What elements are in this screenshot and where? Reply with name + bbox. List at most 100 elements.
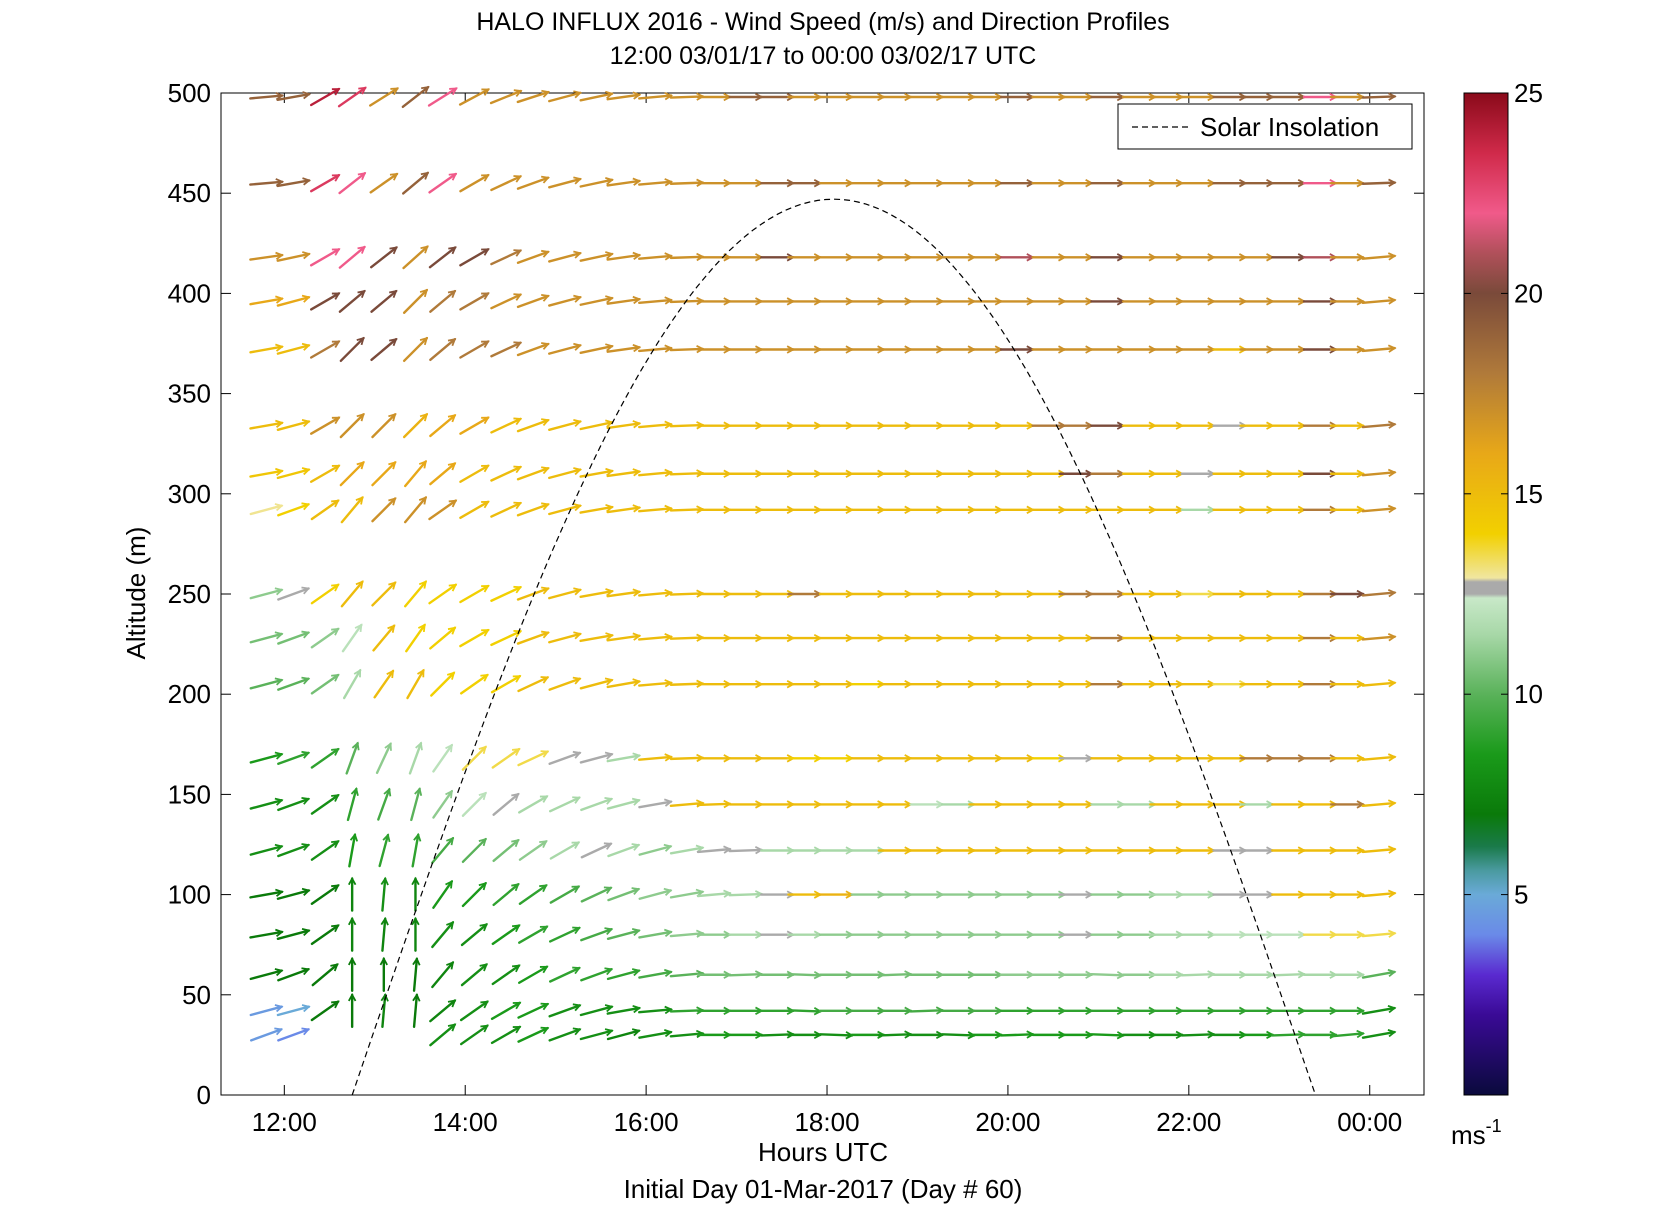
wind-arrow-shaft (669, 801, 704, 808)
wind-arrow-head (512, 1001, 522, 1010)
wind-arrow (370, 289, 398, 313)
wind-arrow-shaft (1361, 181, 1396, 185)
wind-arrow-head (511, 964, 521, 973)
wind-arrow-shaft (606, 297, 641, 305)
wind-arrow-shaft (548, 1028, 581, 1042)
wind-arrow (606, 343, 642, 353)
wind-arrow-shaft (516, 250, 550, 265)
wind-arrow-shaft (341, 623, 363, 653)
wind-arrow (460, 963, 488, 987)
wind-arrow (606, 752, 642, 763)
wind-arrow-shaft (277, 751, 310, 766)
wind-arrow (1329, 1006, 1365, 1015)
wind-arrow (638, 296, 673, 305)
wind-arrow-shaft (459, 340, 490, 359)
wind-arrow-head (447, 414, 457, 423)
wind-arrow-head (331, 416, 341, 425)
wind-arrow-head (539, 925, 549, 934)
wind-arrow-head (664, 679, 673, 688)
wind-arrow (548, 503, 582, 516)
wind-arrow-head (420, 245, 429, 254)
wind-arrow-shaft (405, 623, 426, 653)
wind-arrow-head (384, 742, 392, 751)
wind-arrow (338, 172, 367, 195)
wind-arrow-head (356, 336, 365, 346)
wind-arrow-shaft (249, 421, 284, 430)
wind-arrow-head (632, 752, 642, 761)
wind-arrow-shaft (1271, 1033, 1306, 1037)
wind-arrow (579, 751, 614, 764)
wind-arrow (348, 832, 359, 868)
wind-arrow-head (573, 342, 582, 351)
wind-arrow-shaft (461, 791, 487, 817)
wind-arrow-shaft (1361, 847, 1396, 854)
wind-arrow (369, 87, 399, 107)
wind-arrow-head (274, 587, 284, 596)
wind-arrow-shaft (1361, 932, 1396, 938)
wind-arrow (489, 89, 523, 105)
wind-arrow (432, 879, 453, 909)
wind-arrow-shaft (606, 1029, 641, 1041)
x-tick-label: 20:00 (975, 1107, 1040, 1137)
wind-arrow-head (541, 586, 550, 595)
wind-arrow (249, 677, 284, 690)
wind-arrow-shaft (877, 1033, 913, 1037)
wind-arrow-shaft (549, 966, 581, 983)
wind-arrow-head (274, 751, 284, 760)
wind-arrow-head (513, 293, 523, 301)
wind-arrow (411, 832, 422, 868)
wind-arrow-head (353, 668, 362, 678)
wind-arrow (342, 668, 362, 700)
wind-arrow (580, 967, 614, 982)
wind-arrow-shaft (606, 93, 641, 101)
wind-arrow-shaft (516, 342, 550, 357)
wind-arrow-shaft (490, 465, 522, 482)
wind-arrow (461, 745, 487, 771)
wind-arrow-head (418, 460, 427, 469)
wind-arrow (517, 1026, 550, 1043)
wind-arrow-head (331, 340, 341, 348)
wind-arrow-shaft (638, 507, 673, 513)
wind-arrow-head (541, 294, 550, 302)
wind-arrow-shaft (579, 252, 614, 262)
wind-arrow (340, 580, 364, 608)
wind-arrow-shaft (428, 583, 457, 605)
colorbar (1463, 92, 1509, 1096)
wind-arrow (696, 889, 732, 898)
wind-arrow-shaft (277, 843, 310, 858)
wind-arrow-head (631, 968, 641, 977)
wind-arrow-shaft (276, 296, 311, 307)
wind-arrow-head (1356, 846, 1365, 855)
wind-arrow-shaft (606, 590, 641, 598)
wind-arrow-head (275, 419, 284, 428)
wind-arrow-head (1387, 1004, 1397, 1014)
wind-arrow (379, 956, 388, 992)
wind-arrow (492, 792, 520, 816)
wind-arrow-head (418, 496, 427, 505)
wind-arrow-head (572, 926, 581, 935)
wind-arrow-head (1356, 589, 1365, 599)
wind-arrow-head (275, 928, 284, 937)
wind-arrow-shaft (606, 680, 641, 689)
wind-arrow-head (447, 338, 457, 347)
wind-arrow-head (274, 1004, 284, 1013)
wind-arrow (606, 928, 641, 941)
wind-arrow-shaft (549, 926, 581, 943)
wind-arrow-head (723, 845, 732, 854)
wind-arrow-shaft (607, 843, 640, 858)
wind-arrow-head (605, 251, 614, 260)
wind-arrow-head (573, 418, 582, 428)
wind-arrow-head (1356, 970, 1365, 979)
wind-arrow (310, 794, 340, 815)
wind-arrow-shaft (412, 993, 419, 1028)
wind-arrow (341, 623, 363, 653)
wind-arrow (1361, 178, 1397, 187)
wind-arrow (370, 246, 398, 269)
wind-arrow-head (664, 178, 673, 187)
wind-arrow (276, 177, 311, 188)
wind-arrow-shaft (606, 346, 641, 353)
wind-arrow-head (301, 1027, 311, 1036)
wind-arrow-shaft (249, 930, 284, 939)
wind-arrow (1329, 680, 1365, 689)
wind-arrow (516, 175, 550, 190)
